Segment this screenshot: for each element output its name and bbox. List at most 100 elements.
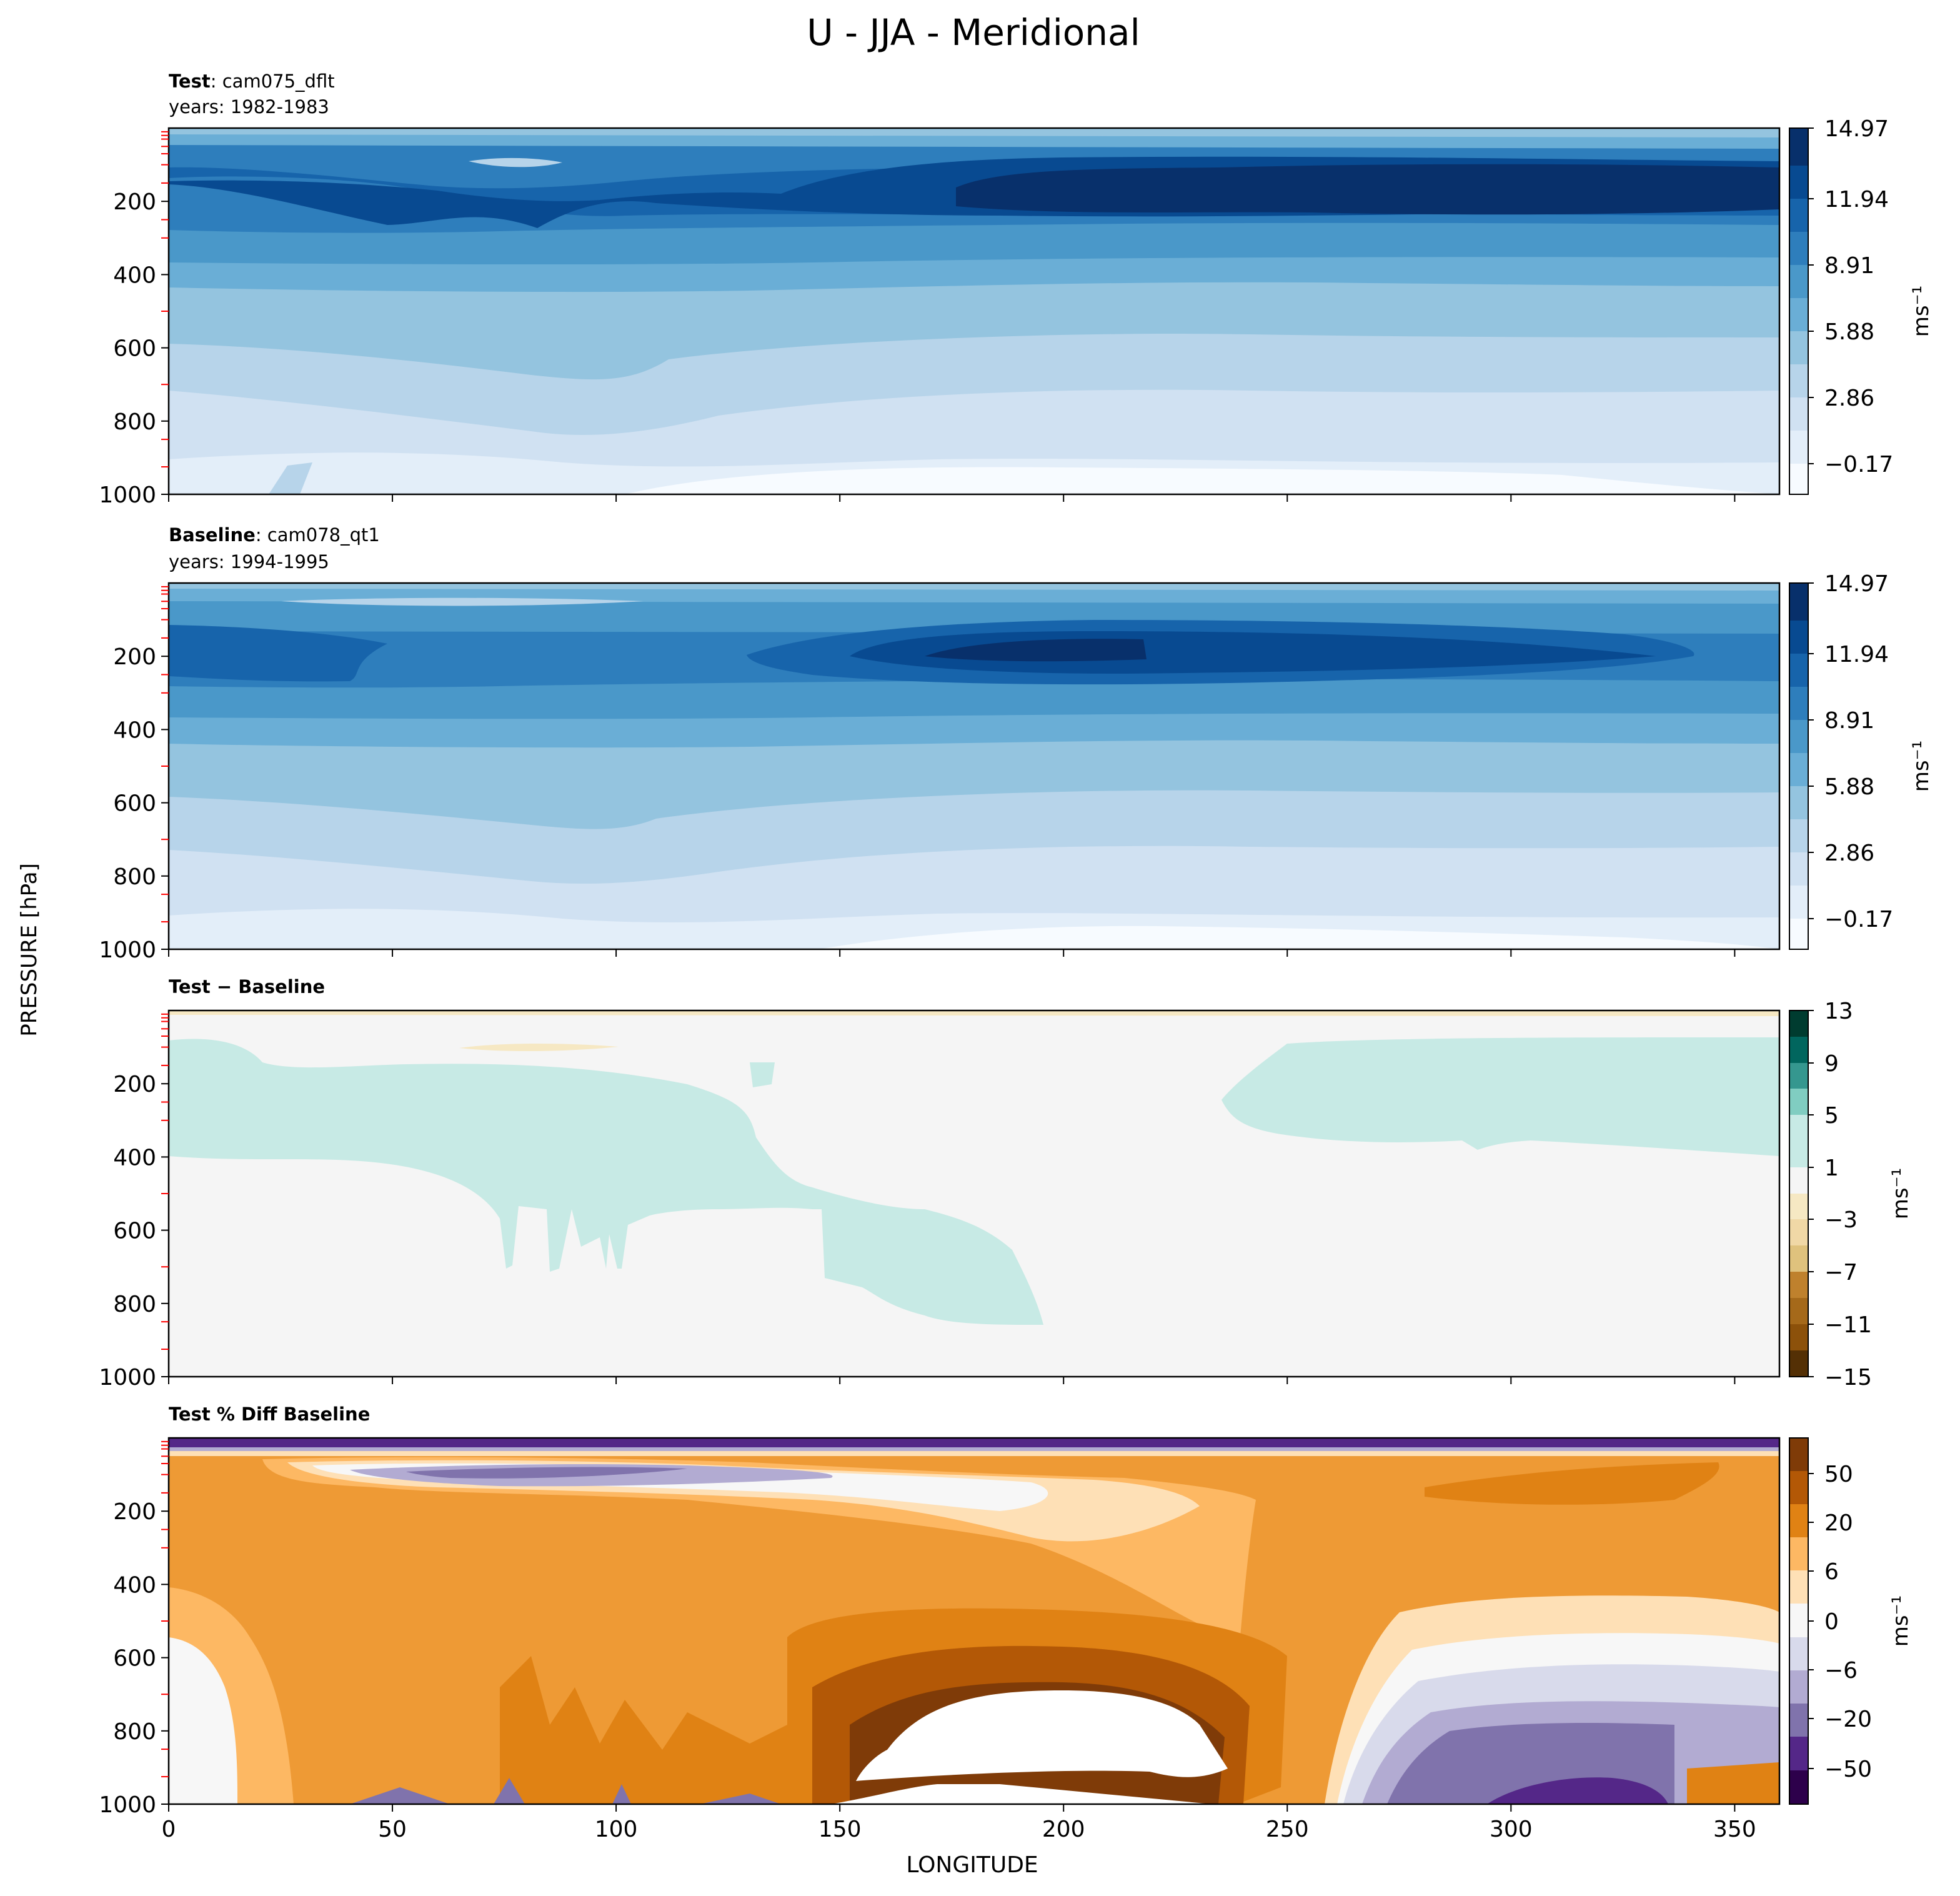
x-tick-label: 200 <box>1042 1817 1085 1842</box>
colorbar-band <box>1789 1324 1808 1350</box>
panel-baseline-title-bold: Baseline <box>169 524 256 546</box>
colorbar-band <box>1789 654 1808 687</box>
colorbar-tick-marks <box>1808 127 1814 464</box>
x-tick-label: 250 <box>1266 1817 1309 1842</box>
colorbar-tick-label: 0 <box>1824 1609 1839 1635</box>
colorbar-tick-marks <box>1808 1473 1814 1769</box>
colorbar-label: ms⁻¹ <box>1909 286 1934 337</box>
colorbar-band <box>1789 397 1808 431</box>
colorbar-band <box>1789 819 1808 852</box>
contour-band <box>406 1467 687 1479</box>
panel-test-contours <box>169 128 1779 494</box>
x-tick-label: 50 <box>378 1817 407 1842</box>
colorbar-band <box>1789 265 1808 298</box>
colorbar-tick-label: 14.97 <box>1824 116 1889 142</box>
panel-pctdiff-colorbar: 50 20 6 0 −6 −20 −50 ms⁻¹ <box>1789 1437 1913 1805</box>
y-tick-label: 400 <box>113 262 156 288</box>
colorbar-band <box>1789 1245 1808 1272</box>
colorbar-tick-label: 20 <box>1824 1510 1853 1536</box>
panel-diff-title: Test − Baseline <box>169 976 325 997</box>
contour-band <box>169 625 387 682</box>
contour-band <box>500 1656 787 1804</box>
contour-band <box>750 1062 775 1087</box>
colorbar-label: ms⁻¹ <box>1888 1168 1913 1219</box>
colorbar-tick-label: 14.97 <box>1824 571 1889 597</box>
colorbar-tick-label: 9 <box>1824 1051 1839 1077</box>
colorbar-band <box>1789 1504 1808 1537</box>
figure-title: U - JJA - Meridional <box>807 11 1140 54</box>
colorbar-tick-label: −11 <box>1824 1312 1872 1338</box>
colorbar-band <box>1789 1471 1808 1504</box>
y-tick-label: 200 <box>113 1499 156 1525</box>
panel-diff: Test − Baseline <box>169 976 1913 1390</box>
colorbar-band <box>1789 753 1808 786</box>
colorbar-tick-label: 5.88 <box>1824 319 1874 345</box>
colorbar-band <box>1789 1670 1808 1704</box>
colorbar-band <box>1789 1089 1808 1115</box>
colorbar-tick-label: 8.91 <box>1824 253 1874 279</box>
panel-pctdiff: Test % Diff Baseline <box>169 1404 1913 1805</box>
y-tick-label: 600 <box>113 1646 156 1672</box>
x-axis-label: LONGITUDE <box>906 1852 1038 1878</box>
colorbar-band <box>1789 786 1808 819</box>
y-tick-label: 1000 <box>99 937 156 963</box>
colorbar-band <box>1789 687 1808 720</box>
colorbar-tick-label: −20 <box>1824 1707 1872 1732</box>
contour-band <box>169 583 1779 591</box>
panel-pctdiff-contours <box>169 1438 1779 1804</box>
colorbar-band <box>1789 331 1808 364</box>
y-tick-label: 1000 <box>99 482 156 508</box>
contour-band <box>925 639 1147 662</box>
y-tick-label: 1000 <box>99 1365 156 1390</box>
colorbar-tick-label: 6 <box>1824 1559 1839 1585</box>
panel-diff-colorbar: 13 9 5 1 −3 −7 −11 −15 ms⁻¹ <box>1789 999 1913 1390</box>
contour-band <box>1487 1777 1668 1804</box>
contour-band <box>169 1010 1779 1016</box>
panel-diff-title-bold: Test − Baseline <box>169 976 325 997</box>
x-tick-label: 0 <box>162 1817 176 1842</box>
axes-layer: 2004006008001000200400600800100020040060… <box>99 127 1781 1842</box>
colorbar-tick-label: −3 <box>1824 1207 1858 1233</box>
contour-band <box>169 128 1779 137</box>
colorbar-tick-label: 1 <box>1824 1155 1839 1181</box>
panel-diff-contours <box>169 1010 1779 1377</box>
colorbar-band <box>1789 1737 1808 1770</box>
contour-band <box>831 1784 1212 1804</box>
contour-band <box>459 1043 619 1052</box>
contour-band <box>856 1690 1228 1781</box>
panel-baseline-colorbar: 14.97 11.94 8.91 5.88 2.86 −0.17 ms⁻¹ <box>1789 571 1934 950</box>
panel-baseline-title: Baseline: cam078_qt1 <box>169 524 380 546</box>
y-tick-label: 200 <box>113 189 156 215</box>
contour-band <box>281 597 644 606</box>
y-axis-label: PRESSURE [hPa] <box>17 863 42 1036</box>
colorbar-band <box>1789 1770 1808 1804</box>
colorbar-tick-label: 8.91 <box>1824 708 1874 734</box>
colorbar-frame <box>1789 127 1809 495</box>
colorbar-band <box>1789 583 1808 621</box>
y-tick-label: 200 <box>113 1072 156 1097</box>
x-tick-label: 150 <box>818 1817 862 1842</box>
y-tick-label: 600 <box>113 1219 156 1244</box>
colorbar-tick-label: 50 <box>1824 1462 1853 1487</box>
contour-band <box>1687 1762 1779 1804</box>
contour-band <box>625 467 1779 494</box>
panel-baseline: Baseline: cam078_qt1 years: 1994-1995 <box>169 524 1934 950</box>
y-tick-label: 400 <box>113 1572 156 1598</box>
colorbar-tick-label: −7 <box>1824 1260 1858 1285</box>
y-tick-label: 800 <box>113 1292 156 1317</box>
panel-test-title-rest: : cam075_dflt <box>211 71 335 92</box>
colorbar-band <box>1789 1537 1808 1570</box>
y-tick-label: 1000 <box>99 1792 156 1818</box>
colorbar-tick-label: −0.17 <box>1824 452 1893 477</box>
colorbar-band <box>1789 128 1808 166</box>
colorbar-tick-label: 2.86 <box>1824 841 1874 866</box>
contour-band <box>169 1447 1779 1451</box>
contour-band <box>1425 1462 1719 1505</box>
colorbar-label: ms⁻¹ <box>1888 1595 1913 1647</box>
x-tick-label: 350 <box>1713 1817 1756 1842</box>
colorbar-band <box>1789 1604 1808 1637</box>
y-tick-label: 800 <box>113 1719 156 1745</box>
colorbar-band <box>1789 1037 1808 1063</box>
colorbar-tick-marks <box>1808 582 1814 919</box>
